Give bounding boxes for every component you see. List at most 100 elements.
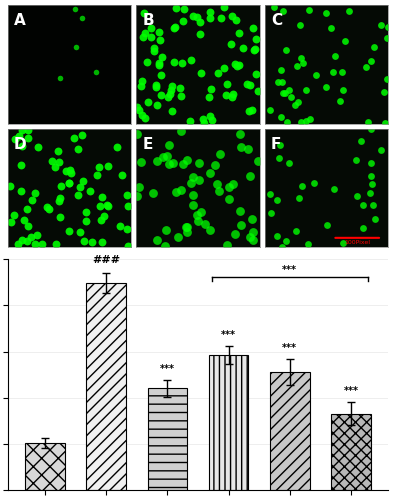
Point [156, 28, 162, 36]
Point [370, 200, 376, 208]
Point [275, 154, 282, 162]
Point [169, 107, 175, 115]
Point [232, 60, 238, 68]
Point [384, 75, 390, 83]
Point [125, 242, 131, 250]
Point [235, 60, 242, 68]
Point [346, 7, 352, 15]
Point [291, 101, 298, 109]
Point [190, 190, 196, 198]
Point [178, 60, 185, 68]
Point [196, 160, 202, 168]
Point [189, 12, 196, 20]
Point [184, 228, 190, 235]
Point [156, 59, 162, 67]
Point [297, 22, 303, 30]
Point [52, 163, 58, 171]
Point [8, 218, 14, 226]
Point [202, 220, 208, 228]
Point [220, 2, 227, 10]
Point [215, 69, 221, 77]
Bar [148, 388, 187, 490]
Point [93, 68, 99, 76]
Point [365, 118, 371, 126]
Point [238, 221, 245, 229]
Point [139, 110, 145, 118]
Point [216, 150, 223, 158]
Point [188, 179, 194, 187]
Point [209, 116, 215, 124]
Point [166, 160, 172, 168]
Point [68, 169, 74, 177]
Point [233, 16, 239, 24]
Point [89, 238, 95, 246]
Point [34, 231, 40, 239]
Point [363, 64, 369, 72]
Point [360, 224, 366, 232]
Point [178, 127, 184, 135]
Point [25, 126, 31, 134]
Point [323, 83, 329, 91]
Point [169, 82, 175, 90]
Point [25, 222, 31, 230]
Point [299, 182, 305, 190]
Text: D: D [14, 137, 27, 152]
Text: ###: ### [92, 254, 120, 264]
Point [183, 224, 189, 232]
Point [277, 141, 284, 149]
Point [368, 124, 374, 132]
Point [297, 54, 304, 62]
Point [114, 142, 120, 150]
Point [270, 4, 277, 12]
Point [96, 162, 102, 170]
Text: ***: *** [221, 330, 236, 340]
Point [228, 40, 235, 48]
Point [226, 195, 232, 203]
Point [302, 86, 308, 94]
Point [310, 179, 317, 187]
Point [160, 154, 167, 162]
Point [385, 24, 391, 32]
Point [150, 190, 156, 198]
Point [158, 71, 164, 79]
Point [58, 182, 65, 190]
Point [337, 98, 343, 106]
Point [339, 239, 346, 247]
Point [371, 44, 377, 52]
Text: A: A [14, 14, 26, 28]
Point [157, 36, 164, 44]
Point [247, 172, 253, 180]
Point [216, 187, 222, 195]
Point [15, 240, 21, 248]
Point [165, 92, 171, 100]
Point [32, 189, 38, 197]
Point [280, 89, 286, 97]
Point [65, 179, 72, 187]
Text: ***: *** [160, 364, 175, 374]
Point [305, 6, 312, 14]
Point [181, 6, 187, 14]
Point [278, 66, 284, 74]
Text: C: C [271, 14, 282, 28]
Point [99, 238, 105, 246]
Point [142, 30, 148, 38]
Point [207, 8, 213, 16]
Point [197, 18, 204, 25]
Point [284, 118, 290, 126]
Point [194, 14, 200, 22]
Point [6, 182, 13, 190]
Point [206, 226, 213, 234]
Point [162, 242, 168, 250]
Point [163, 226, 169, 234]
Point [237, 130, 243, 138]
Point [35, 144, 41, 152]
Point [66, 179, 72, 187]
Point [21, 216, 27, 224]
Point [72, 6, 78, 14]
Point [245, 145, 251, 153]
Point [124, 224, 130, 232]
Point [342, 37, 348, 45]
Text: ***: *** [282, 344, 297, 353]
Point [249, 236, 256, 244]
Bar [331, 414, 371, 490]
